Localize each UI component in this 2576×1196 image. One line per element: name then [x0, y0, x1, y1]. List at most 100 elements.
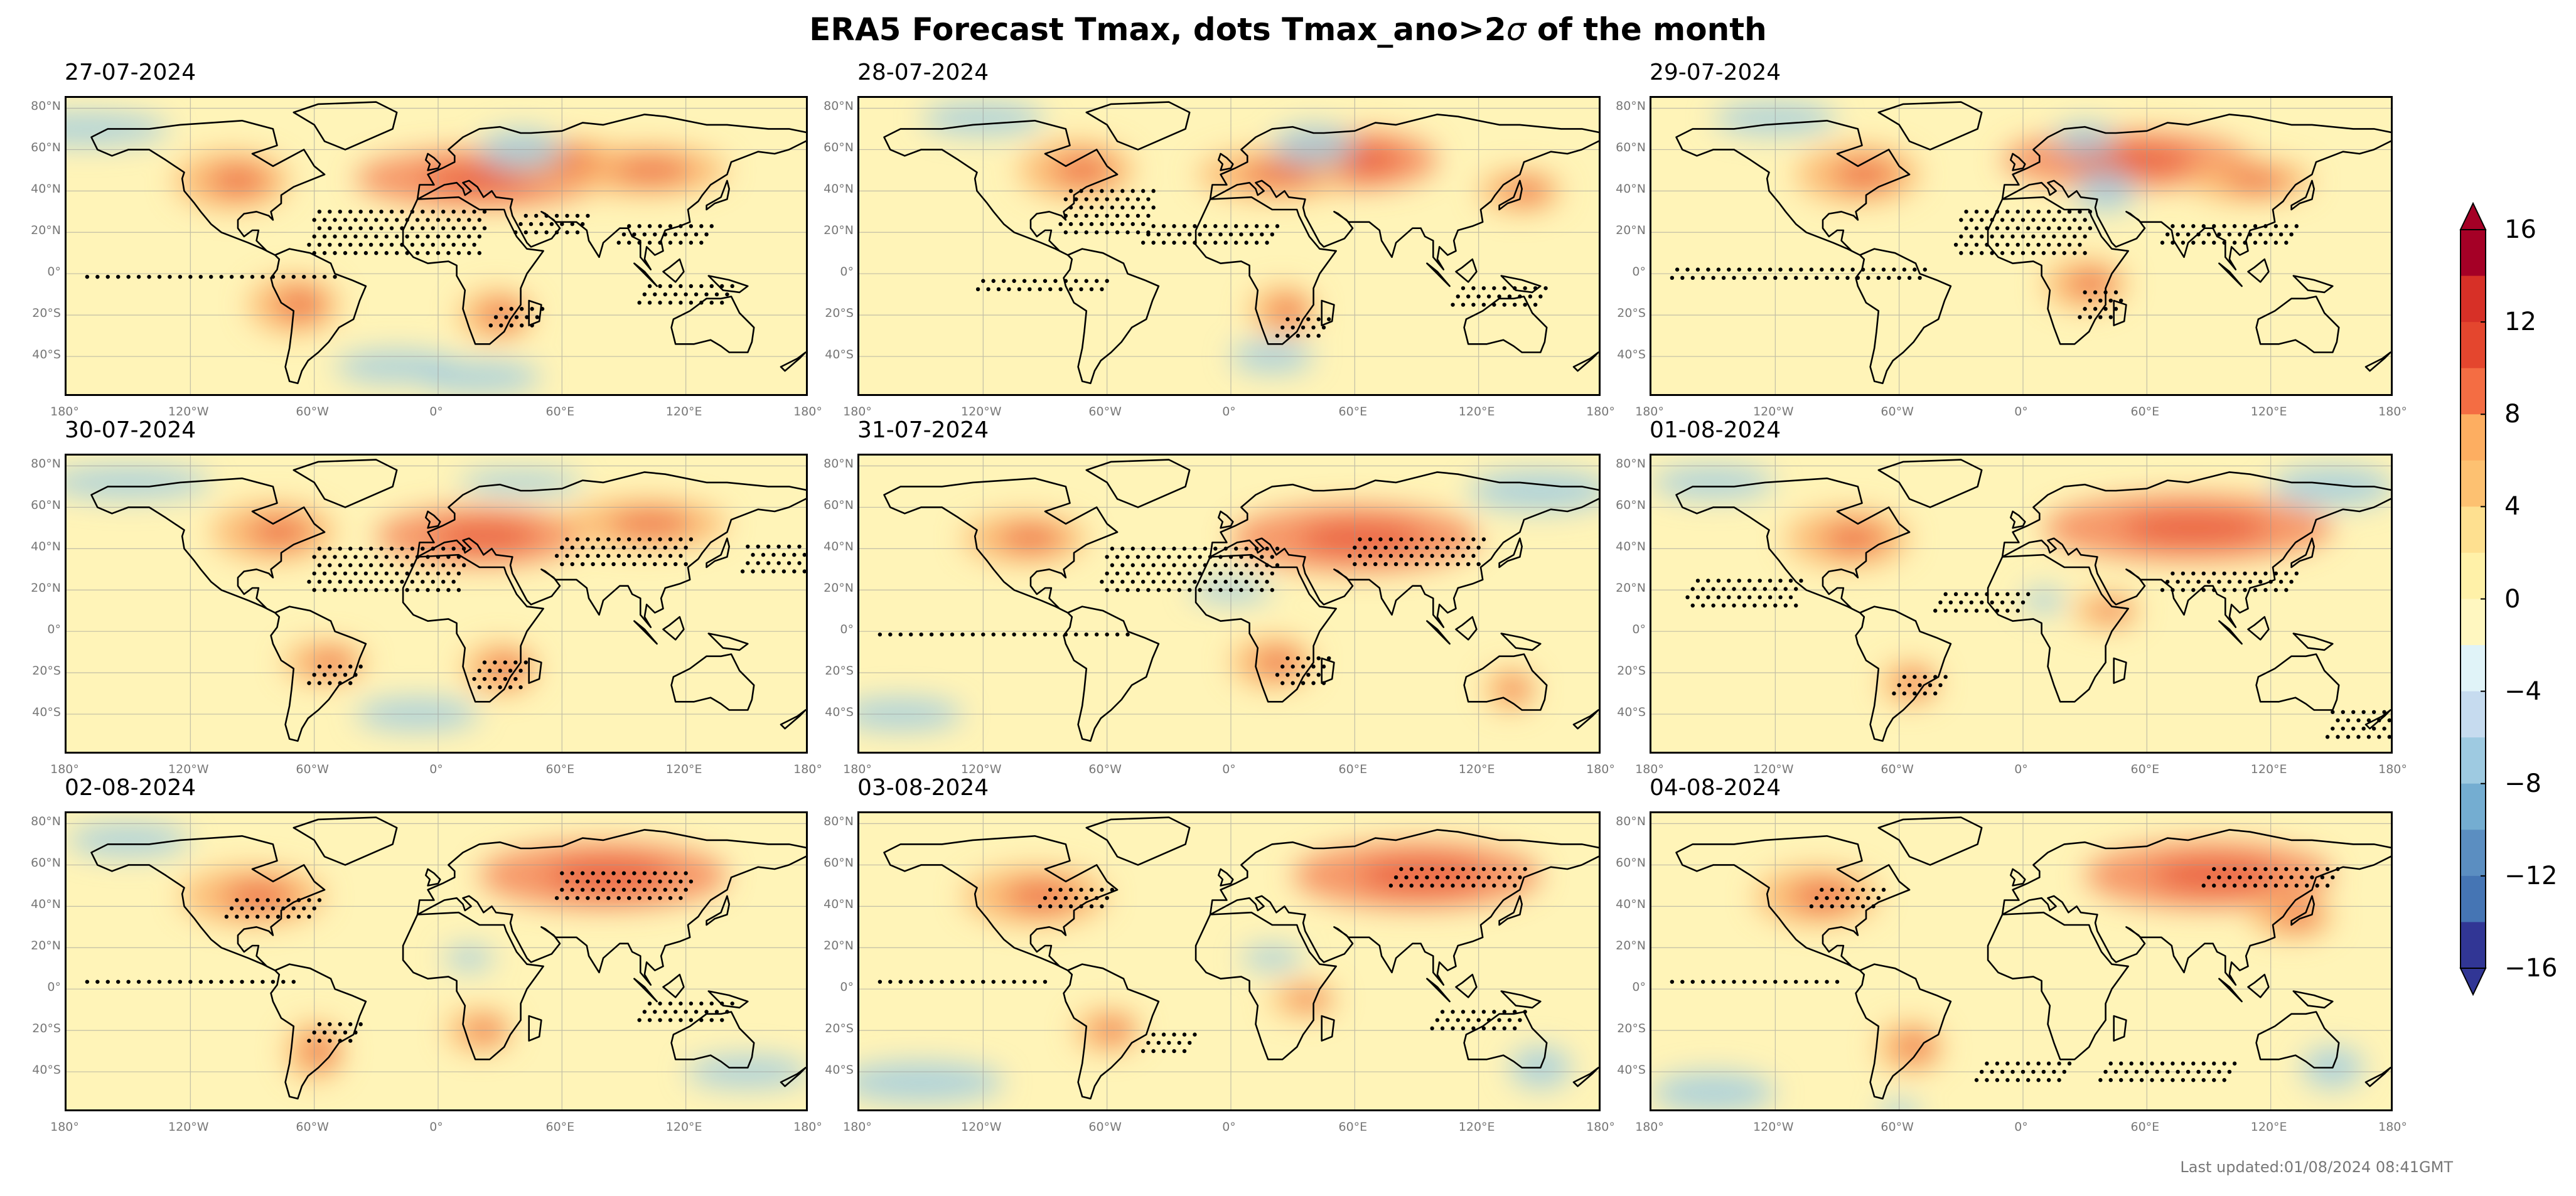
significance-dot: [1866, 895, 1870, 900]
significance-dot: [2273, 224, 2278, 228]
significance-dot: [2052, 1069, 2056, 1074]
significance-dot: [1492, 867, 1496, 872]
significance-dot: [658, 240, 662, 245]
significance-dot: [1074, 895, 1078, 900]
coastline: [633, 620, 658, 645]
significance-dot: [642, 887, 647, 892]
colorbar-segment: [2461, 414, 2486, 461]
significance-dot: [1172, 579, 1176, 584]
significance-dot: [1690, 603, 1695, 608]
significance-dot: [1002, 980, 1006, 984]
significance-dot: [1995, 242, 2000, 247]
significance-dot: [353, 218, 358, 222]
significance-dot: [1721, 275, 1726, 280]
latitude-tick-label: 40°N: [824, 540, 854, 554]
significance-dot: [1845, 895, 1850, 900]
significance-dot: [1110, 189, 1115, 193]
significance-dot: [168, 980, 172, 984]
significance-dot: [766, 561, 771, 565]
significance-dot: [1763, 587, 1768, 591]
significance-dot: [756, 544, 760, 549]
significance-dot: [2145, 1069, 2149, 1074]
significance-dot: [245, 914, 249, 919]
significance-dot: [2067, 1061, 2072, 1066]
significance-dot: [2191, 1061, 2196, 1066]
significance-dot: [348, 563, 353, 567]
significance-dot: [1461, 884, 1466, 888]
significance-dot: [358, 242, 363, 247]
significance-dot: [668, 895, 673, 900]
significance-dot: [1110, 579, 1115, 584]
significance-dot: [1985, 592, 1989, 597]
significance-dot: [2052, 234, 2056, 239]
significance-dot: [570, 887, 574, 892]
significance-dot: [1239, 232, 1243, 237]
significance-dot: [1840, 904, 1845, 909]
coastline: [1218, 152, 1234, 171]
coastline: [1855, 606, 1952, 742]
significance-dot: [1203, 563, 1208, 567]
hot-anomaly-core: [222, 881, 295, 910]
coastline: [1675, 120, 1911, 256]
significance-dot: [1146, 1040, 1151, 1045]
significance-dot: [1002, 279, 1006, 283]
significance-dot: [1084, 230, 1088, 235]
colorbar: [2459, 202, 2487, 996]
significance-dot: [2026, 592, 2031, 597]
significance-dot: [581, 871, 585, 875]
significance-dot: [679, 537, 683, 542]
significance-dot: [2083, 290, 2087, 295]
significance-dot: [1461, 302, 1466, 307]
significance-dot: [1306, 656, 1311, 661]
significance-dot: [2201, 1061, 2206, 1066]
significance-dot: [1752, 275, 1757, 280]
significance-dot: [1182, 1032, 1187, 1037]
significance-dot: [1063, 197, 1068, 201]
significance-dot: [2217, 1069, 2221, 1074]
hot-anomaly-core: [277, 290, 323, 319]
significance-dot: [1513, 302, 1517, 307]
significance-dot: [456, 571, 461, 576]
significance-dot: [981, 980, 985, 984]
significance-dot: [1105, 632, 1109, 637]
significance-dot: [368, 242, 373, 247]
significance-dot: [725, 292, 729, 297]
significance-dot: [312, 218, 316, 222]
significance-dot: [1135, 588, 1140, 592]
significance-dot: [1141, 579, 1146, 584]
significance-dot: [919, 632, 923, 637]
significance-dot: [2227, 579, 2232, 584]
coastline: [1463, 653, 1548, 711]
significance-dot: [2026, 210, 2031, 214]
significance-dot: [2083, 218, 2087, 222]
coastline: [2255, 653, 2340, 711]
significance-dot: [1079, 887, 1083, 892]
significance-dot: [647, 895, 652, 900]
significance-dot: [1845, 275, 1850, 280]
panel-date-title: 04-08-2024: [1650, 775, 1781, 801]
significance-dot: [1969, 251, 1973, 255]
significance-dot: [1239, 571, 1243, 576]
significance-dot: [1151, 547, 1156, 551]
coastline: [1426, 978, 1451, 1003]
significance-dot: [2212, 588, 2216, 592]
significance-dot: [1461, 537, 1466, 542]
significance-dot: [1830, 887, 1834, 892]
significance-dot: [317, 1038, 322, 1043]
significance-dot: [653, 887, 657, 892]
significance-dot: [1466, 875, 1471, 880]
latitude-tick-label: 0°: [47, 980, 61, 995]
significance-dot: [679, 301, 683, 305]
significance-dot: [2171, 588, 2175, 592]
latitude-tick-label: 20°S: [1617, 306, 1646, 321]
significance-dot: [1105, 213, 1109, 218]
significance-dot: [451, 547, 456, 551]
significance-dot: [400, 242, 404, 247]
significance-dot: [1151, 189, 1156, 193]
significance-dot: [2201, 588, 2206, 592]
significance-dot: [353, 555, 358, 559]
significance-dot: [1084, 632, 1088, 637]
significance-dot: [1855, 895, 1860, 900]
significance-dot: [704, 292, 709, 297]
significance-dot: [2113, 1069, 2118, 1074]
